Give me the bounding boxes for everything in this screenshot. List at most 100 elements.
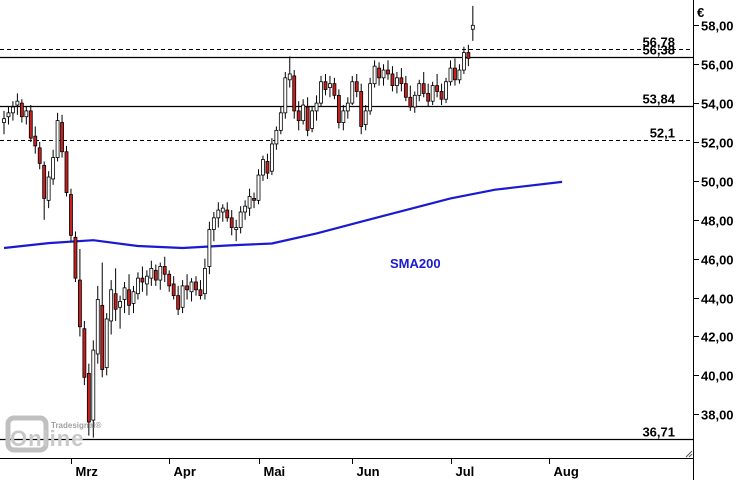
candle-23 [104, 313, 109, 376]
candle-body-down [42, 164, 47, 199]
candle-body-up [444, 81, 448, 100]
candle-40 [180, 280, 185, 314]
candle-body-down [399, 77, 404, 85]
candle-10 [46, 171, 51, 209]
candle-21 [95, 285, 100, 364]
candle-14 [64, 145, 69, 197]
candle-91 [408, 85, 413, 111]
candle-99 [444, 77, 448, 104]
candle-20 [91, 340, 96, 438]
candle-body-down [390, 73, 395, 87]
candle-body-down [127, 289, 131, 306]
candle-body-up [269, 143, 274, 172]
candle-94 [421, 72, 426, 98]
candle-67 [301, 99, 306, 125]
y-tick-label-1: 40,00 [701, 369, 734, 384]
candle-body-down [73, 236, 78, 279]
candle-body-down [354, 81, 359, 92]
candle-42 [189, 278, 194, 302]
candle-68 [305, 97, 310, 137]
candle-body-down [225, 209, 230, 219]
candle-96 [430, 81, 435, 106]
candle-body-down [229, 217, 234, 228]
candle-body-up [238, 211, 243, 228]
candle-body-up [287, 73, 292, 81]
candle-body-up [6, 112, 11, 118]
candle-body-up [234, 227, 239, 230]
candle-body-up [211, 217, 216, 230]
x-tick-label-3: Jun [357, 464, 380, 479]
candle-body-up [158, 266, 163, 281]
resize-grip-icon-2[interactable] [688, 453, 693, 458]
candle-body-up [261, 159, 265, 176]
candle-87 [390, 66, 395, 92]
candle-body-down [28, 110, 33, 139]
level-label-4: 36,71 [642, 425, 675, 440]
candle-body-down [113, 293, 118, 310]
candle-54 [243, 200, 248, 220]
candle-90 [403, 75, 408, 102]
candle-body-up [15, 100, 20, 106]
candle-body-up [461, 52, 466, 71]
level-label-3: 52,1 [650, 126, 675, 141]
candle-17 [78, 248, 82, 337]
candle-38 [171, 276, 176, 300]
candle-body-down [176, 295, 181, 310]
candle-69 [310, 107, 314, 133]
candle-body-down [100, 304, 105, 370]
candle-65 [292, 70, 297, 119]
candle-39 [176, 285, 181, 316]
candle-53 [238, 206, 243, 234]
candle-body-up [457, 69, 462, 81]
candle-89 [399, 68, 404, 92]
level-label-2: 53,84 [642, 92, 675, 107]
candle-83 [372, 60, 377, 88]
candle-26 [118, 295, 122, 329]
candle-body-down [252, 198, 256, 201]
candle-3 [15, 93, 20, 115]
candle-body-up [363, 110, 368, 125]
candle-50 [225, 202, 230, 222]
candle-body-up [95, 299, 100, 355]
candle-100 [448, 60, 453, 86]
candle-19 [86, 363, 91, 436]
candle-body-up [412, 94, 417, 108]
candle-body-down [64, 151, 69, 193]
candle-body-down [140, 277, 145, 283]
candle-25 [113, 268, 118, 321]
sma-layer: SMA200 [3, 180, 563, 271]
candle-49 [220, 204, 225, 222]
candle-29 [131, 285, 136, 314]
candle-92 [412, 91, 417, 113]
candle-body-up [243, 205, 248, 213]
candle-body-down [377, 67, 381, 79]
candle-85 [381, 64, 386, 86]
candle-body-up [350, 81, 355, 104]
candle-body-up [314, 102, 319, 112]
candle-60 [269, 138, 274, 176]
candle-64 [287, 56, 292, 88]
y-tick-label-2: 42,00 [701, 330, 734, 345]
candle-66 [296, 101, 301, 131]
candle-12 [55, 112, 60, 162]
plot-frame [0, 0, 694, 480]
candle-body-down [33, 135, 38, 147]
candle-body-up [417, 83, 422, 96]
candle-body-up [11, 106, 15, 114]
x-axis: Mrz Apr Mai Jun Jul Aug [71, 458, 579, 479]
candle-88 [395, 72, 399, 94]
resize-grip-icon[interactable] [685, 450, 693, 458]
candle-body-up [301, 104, 306, 122]
candle-body-up [395, 77, 399, 87]
candle-74 [332, 77, 337, 100]
candle-body-up [216, 209, 221, 219]
y-tick-label-0: 38,00 [701, 408, 734, 423]
currency-label: € [697, 5, 704, 20]
candle-body-down [403, 83, 408, 98]
candle-2 [11, 101, 15, 121]
candle-55 [247, 188, 252, 216]
candle-body-down [171, 283, 176, 297]
candle-27 [122, 282, 127, 314]
candle-22 [100, 262, 105, 378]
